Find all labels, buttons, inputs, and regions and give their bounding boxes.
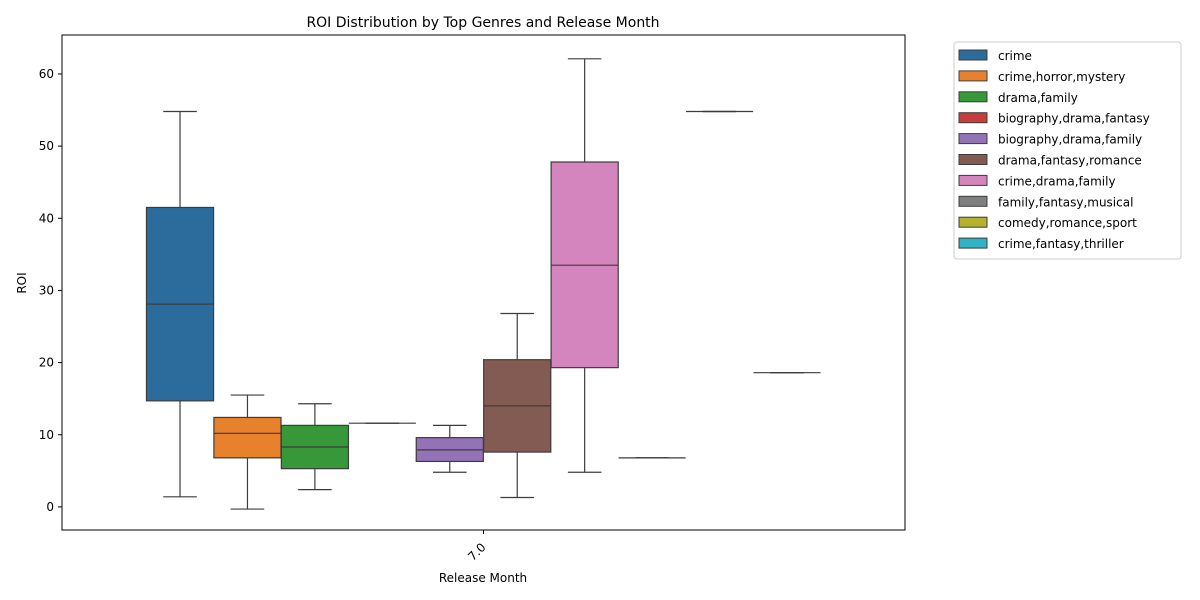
legend: crime crime,horror,mystery drama,family bio… [953,41,1182,260]
legend-label: family,fantasy,musical [998,195,1133,209]
box-biography-drama-family [415,424,484,473]
y-tick-label: 30 [39,283,54,297]
legend-item: crime,horror,mystery [958,70,1125,84]
y-tick-label: 50 [39,139,54,153]
legend-label: crime,drama,family [998,174,1116,188]
box-drama-fantasy-romance [483,312,552,499]
legend-frame [953,41,1182,260]
y-axis: 0 10 20 30 40 50 60 [39,67,62,514]
legend-swatch [958,133,988,145]
legend-label: drama,fantasy,romance [998,154,1142,168]
legend-label: crime,fantasy,thriller [998,237,1124,251]
box-crime-horror-mystery [213,394,282,510]
x-tick-label: 7.0 [465,540,488,563]
legend-label: comedy,romance,sport [998,216,1137,230]
legend-label: crime [998,49,1032,63]
legend-label: biography,drama,fantasy [998,112,1150,126]
legend-label: biography,drama,family [998,133,1142,147]
legend-item: crime,drama,family [958,174,1116,188]
legend-item: drama,fantasy,romance [958,154,1142,168]
legend-item: biography,drama,family [958,133,1142,147]
legend-item: drama,family [958,91,1078,105]
y-tick-label: 40 [39,211,54,225]
legend-swatch [958,237,988,249]
box-crime-drama-family [550,58,619,473]
legend-item: family,fantasy,musical [958,195,1133,209]
y-tick-label: 10 [39,428,54,442]
legend-swatch [958,195,988,207]
chart-title: ROI Distribution by Top Genres and Relea… [306,15,659,31]
legend-swatch [958,91,988,103]
y-tick-label: 60 [39,67,54,81]
box-group [145,58,821,510]
legend-label: crime,horror,mystery [998,70,1125,84]
legend-swatch [958,174,988,186]
box-body [213,416,282,459]
legend-item: comedy,romance,sport [958,216,1137,230]
y-tick-label: 0 [46,500,54,514]
legend-swatch [958,216,988,228]
y-axis-label: ROI [15,272,29,293]
legend-item: crime,fantasy,thriller [958,237,1124,251]
box-drama-family [280,403,350,491]
x-axis: 7.0 [465,530,489,564]
x-axis-label: Release Month [439,571,527,585]
box-crime [145,110,215,498]
legend-item: crime [958,49,1032,63]
legend-swatch [958,70,988,82]
legend-swatch [958,112,988,124]
legend-swatch [958,49,988,61]
legend-item: biography,drama,fantasy [958,112,1150,126]
plot-frame [61,34,906,531]
legend-swatch [958,154,988,165]
y-tick-label: 20 [39,356,54,370]
legend-label: drama,family [998,91,1078,105]
